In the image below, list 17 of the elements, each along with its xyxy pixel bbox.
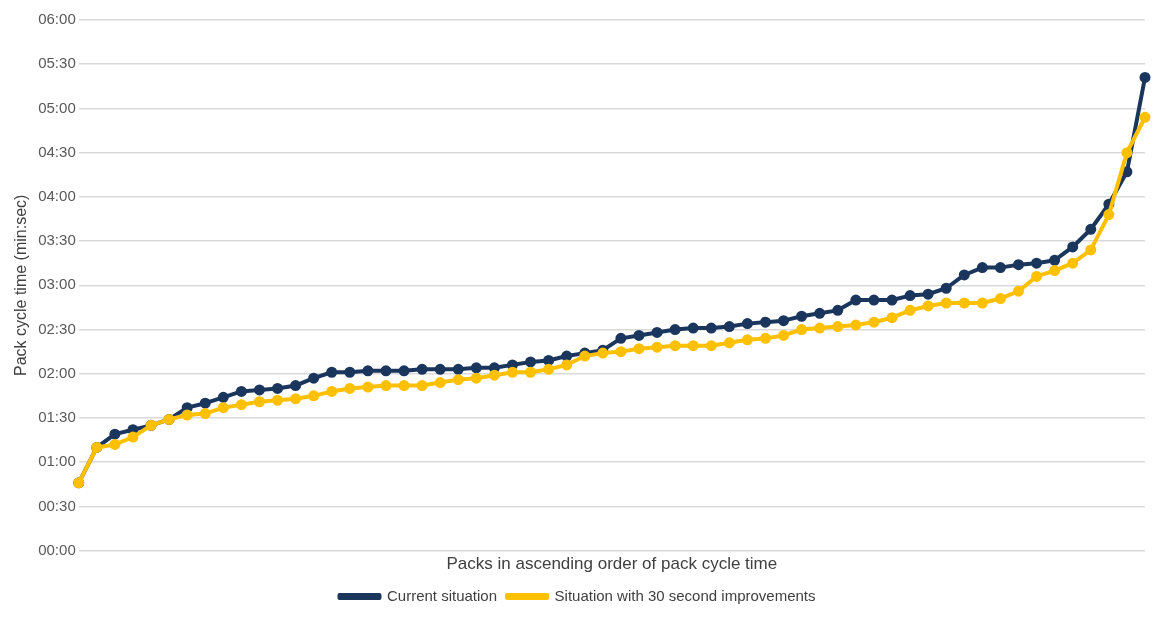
y-tick-label: 04:00 xyxy=(38,187,76,205)
y-tick-label: 02:30 xyxy=(38,319,76,337)
y-tick-label: 05:00 xyxy=(38,98,76,116)
x-axis-title: Packs in ascending order of pack cycle time xyxy=(446,554,778,574)
y-axis-title: Pack cycle time (min:sec) xyxy=(12,194,30,376)
y-tick-label: 00:00 xyxy=(38,540,76,558)
y-tick-label: 03:00 xyxy=(38,275,76,293)
y-tick-label: 05:30 xyxy=(38,54,76,72)
y-tick-label: 02:00 xyxy=(38,363,76,381)
y-tick-label: 00:30 xyxy=(38,496,76,514)
y-tick-label: 01:00 xyxy=(38,452,76,470)
legend-label: Situation with 30 second improvements xyxy=(554,586,816,604)
legend-label: Current situation xyxy=(386,586,498,604)
y-tick-label: 03:30 xyxy=(38,231,76,249)
y-tick-label: 06:00 xyxy=(38,10,76,28)
y-tick-label: 04:30 xyxy=(38,142,76,160)
y-tick-label: 01:30 xyxy=(38,408,76,426)
